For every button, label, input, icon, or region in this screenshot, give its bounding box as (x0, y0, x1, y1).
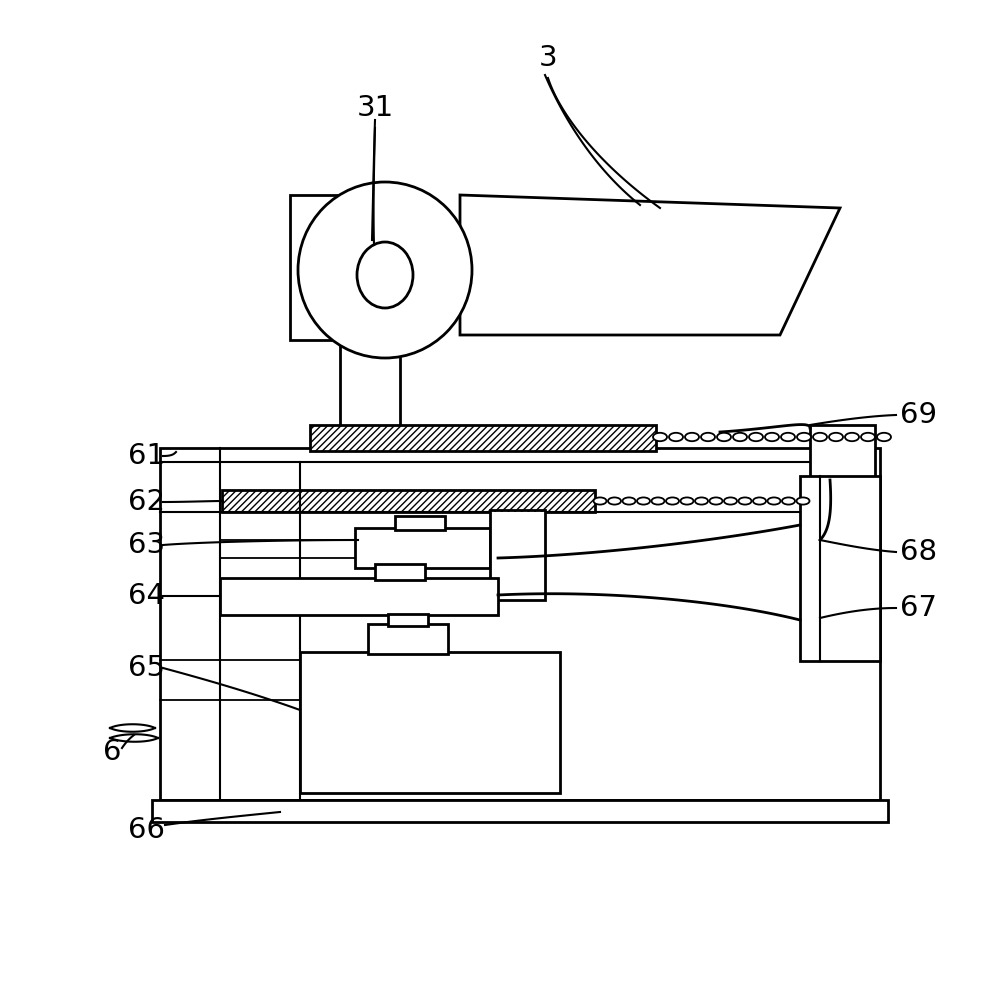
Text: 66: 66 (128, 816, 166, 844)
Ellipse shape (701, 433, 715, 442)
Bar (160, 448, 880, 800)
Ellipse shape (733, 433, 747, 442)
Ellipse shape (753, 498, 766, 504)
Bar (388, 614, 428, 626)
Text: 63: 63 (128, 531, 166, 559)
Text: 68: 68 (900, 538, 937, 566)
Bar (395, 516, 445, 530)
Ellipse shape (710, 498, 722, 504)
Bar (222, 490, 595, 512)
Ellipse shape (695, 498, 708, 504)
Ellipse shape (768, 498, 780, 504)
Bar (490, 510, 545, 600)
Text: 62: 62 (128, 488, 166, 516)
Ellipse shape (637, 498, 650, 504)
Text: 65: 65 (128, 654, 166, 682)
Ellipse shape (666, 498, 679, 504)
Ellipse shape (861, 433, 875, 442)
Bar (222, 490, 595, 512)
Ellipse shape (845, 433, 859, 442)
Ellipse shape (622, 498, 636, 504)
Bar (300, 652, 560, 793)
Ellipse shape (749, 433, 763, 442)
Bar (310, 425, 656, 451)
Ellipse shape (685, 433, 699, 442)
Bar (375, 564, 425, 580)
Text: 31: 31 (356, 94, 394, 122)
Ellipse shape (724, 498, 737, 504)
Bar (340, 340, 400, 430)
Bar (810, 425, 875, 480)
Text: 69: 69 (900, 401, 937, 429)
Ellipse shape (298, 182, 472, 358)
Ellipse shape (877, 433, 891, 442)
Ellipse shape (797, 433, 811, 442)
Ellipse shape (813, 433, 827, 442)
Ellipse shape (781, 433, 795, 442)
Text: 64: 64 (128, 582, 166, 610)
Ellipse shape (796, 498, 810, 504)
Ellipse shape (608, 498, 621, 504)
Text: 67: 67 (900, 594, 937, 622)
Ellipse shape (669, 433, 683, 442)
Ellipse shape (782, 498, 795, 504)
Text: 3: 3 (539, 44, 557, 72)
Ellipse shape (738, 498, 752, 504)
Ellipse shape (765, 433, 779, 442)
Bar (220, 578, 498, 615)
Ellipse shape (594, 498, 606, 504)
Ellipse shape (680, 498, 694, 504)
Ellipse shape (829, 433, 843, 442)
Ellipse shape (357, 242, 413, 308)
Bar (800, 476, 880, 661)
Polygon shape (460, 195, 840, 335)
Ellipse shape (652, 498, 664, 504)
Bar (152, 800, 888, 822)
Bar (368, 624, 448, 654)
Text: 61: 61 (128, 442, 166, 470)
Bar (310, 425, 656, 451)
Bar (290, 195, 420, 340)
Ellipse shape (717, 433, 731, 442)
Ellipse shape (653, 433, 667, 442)
Bar (355, 528, 490, 568)
Text: 6: 6 (103, 738, 121, 766)
